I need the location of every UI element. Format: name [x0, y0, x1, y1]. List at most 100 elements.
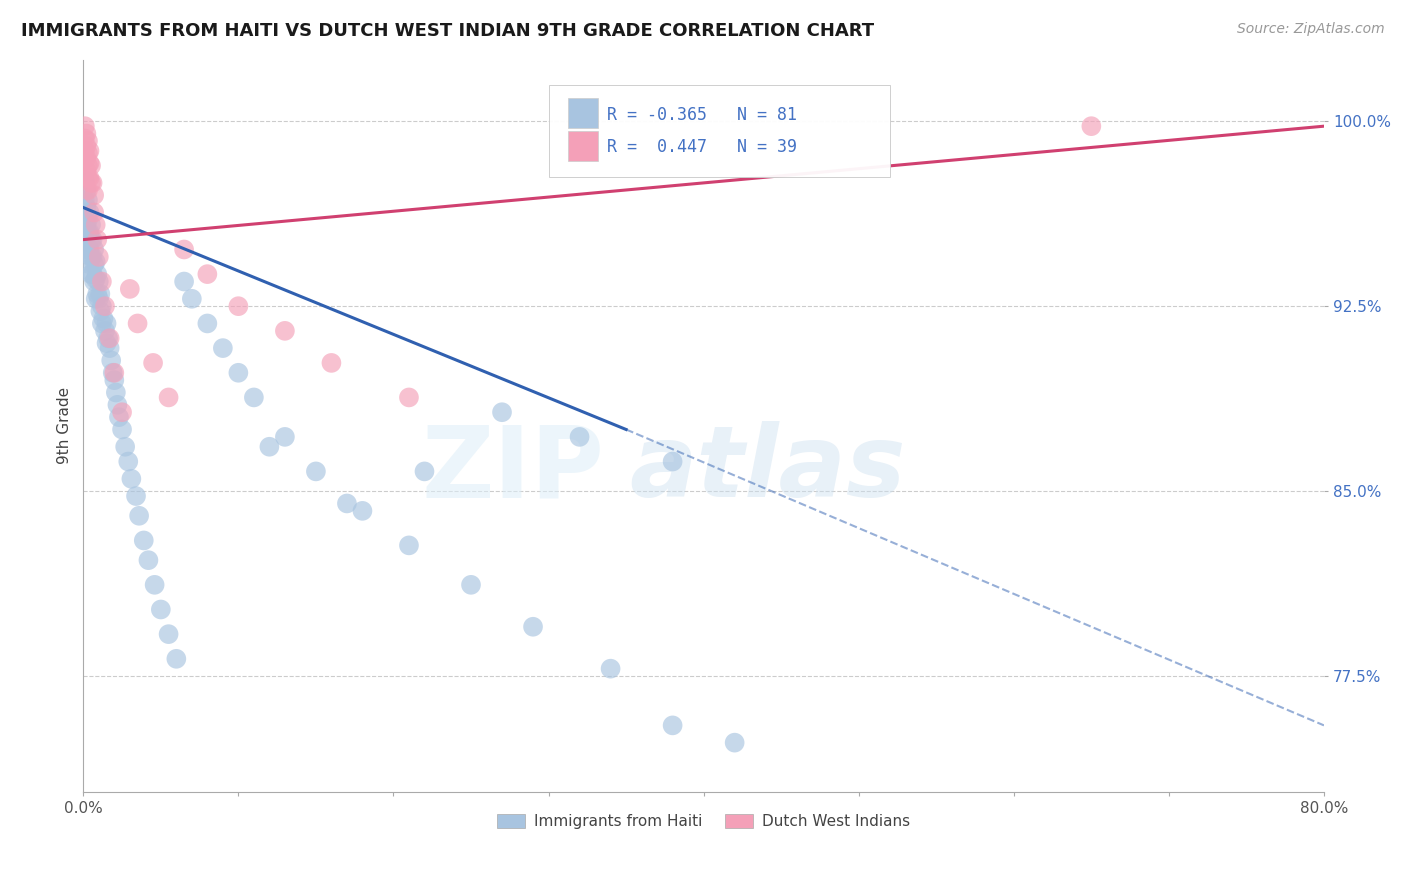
Point — [87, 250, 110, 264]
Point — [75, 139, 97, 153]
Point — [87, 292, 110, 306]
Point — [111, 405, 134, 419]
Point — [336, 496, 359, 510]
Point — [398, 538, 420, 552]
Point — [132, 533, 155, 548]
FancyBboxPatch shape — [568, 98, 598, 128]
Point — [82, 267, 104, 281]
Point — [94, 324, 117, 338]
Point — [111, 422, 134, 436]
Point — [75, 127, 97, 141]
Point — [321, 356, 343, 370]
Point — [599, 662, 621, 676]
Point — [114, 440, 136, 454]
Point — [180, 292, 202, 306]
Point — [97, 331, 120, 345]
Point — [127, 317, 149, 331]
Text: Source: ZipAtlas.com: Source: ZipAtlas.com — [1237, 22, 1385, 37]
Point — [79, 171, 101, 186]
Point — [98, 341, 121, 355]
Point — [84, 292, 107, 306]
Point — [73, 144, 96, 158]
Point — [77, 171, 100, 186]
Point — [195, 267, 218, 281]
FancyBboxPatch shape — [548, 86, 890, 177]
Point — [77, 146, 100, 161]
Point — [90, 299, 112, 313]
Point — [86, 286, 108, 301]
Point — [84, 218, 107, 232]
Point — [100, 353, 122, 368]
Point — [79, 205, 101, 219]
Point — [108, 410, 131, 425]
Point — [491, 405, 513, 419]
Point — [125, 489, 148, 503]
Text: ZIP: ZIP — [422, 421, 605, 518]
Point — [142, 356, 165, 370]
Y-axis label: 9th Grade: 9th Grade — [58, 387, 72, 465]
Point — [75, 237, 97, 252]
Point — [157, 627, 180, 641]
Point — [73, 213, 96, 227]
Point — [259, 440, 281, 454]
Point — [103, 373, 125, 387]
Point — [138, 553, 160, 567]
Point — [75, 201, 97, 215]
Point — [77, 183, 100, 197]
Point — [80, 218, 103, 232]
Point — [73, 119, 96, 133]
Point — [96, 336, 118, 351]
Point — [117, 454, 139, 468]
Point — [82, 233, 104, 247]
Point — [77, 213, 100, 227]
Point — [98, 331, 121, 345]
Point — [80, 233, 103, 247]
Point — [274, 324, 297, 338]
Text: atlas: atlas — [630, 421, 905, 518]
Point — [73, 131, 96, 145]
Point — [661, 718, 683, 732]
Point — [79, 243, 101, 257]
Point — [212, 341, 235, 355]
Point — [352, 504, 374, 518]
Point — [80, 267, 103, 281]
Point — [82, 176, 104, 190]
Point — [89, 286, 111, 301]
Point — [80, 176, 103, 190]
Point — [522, 620, 544, 634]
Point — [305, 464, 328, 478]
Point — [87, 275, 110, 289]
Point — [104, 385, 127, 400]
Point — [120, 472, 142, 486]
Point — [413, 464, 436, 478]
Point — [73, 193, 96, 207]
Point — [243, 391, 266, 405]
Legend: Immigrants from Haiti, Dutch West Indians: Immigrants from Haiti, Dutch West Indian… — [491, 808, 917, 836]
Point — [77, 225, 100, 239]
Point — [101, 366, 124, 380]
Point — [77, 193, 100, 207]
Point — [79, 144, 101, 158]
Text: IMMIGRANTS FROM HAITI VS DUTCH WEST INDIAN 9TH GRADE CORRELATION CHART: IMMIGRANTS FROM HAITI VS DUTCH WEST INDI… — [21, 22, 875, 40]
Point — [84, 254, 107, 268]
Point — [83, 188, 105, 202]
Point — [107, 398, 129, 412]
Point — [89, 304, 111, 318]
Point — [157, 391, 180, 405]
Point — [84, 272, 107, 286]
FancyBboxPatch shape — [568, 130, 598, 161]
Point — [75, 163, 97, 178]
Point — [83, 257, 105, 271]
Point — [661, 454, 683, 468]
Point — [75, 183, 97, 197]
Point — [398, 391, 420, 405]
Point — [79, 156, 101, 170]
Point — [568, 430, 591, 444]
Point — [195, 317, 218, 331]
Point — [77, 159, 100, 173]
Point — [90, 317, 112, 331]
Point — [75, 151, 97, 165]
Point — [80, 250, 103, 264]
Point — [82, 250, 104, 264]
Point — [86, 267, 108, 281]
